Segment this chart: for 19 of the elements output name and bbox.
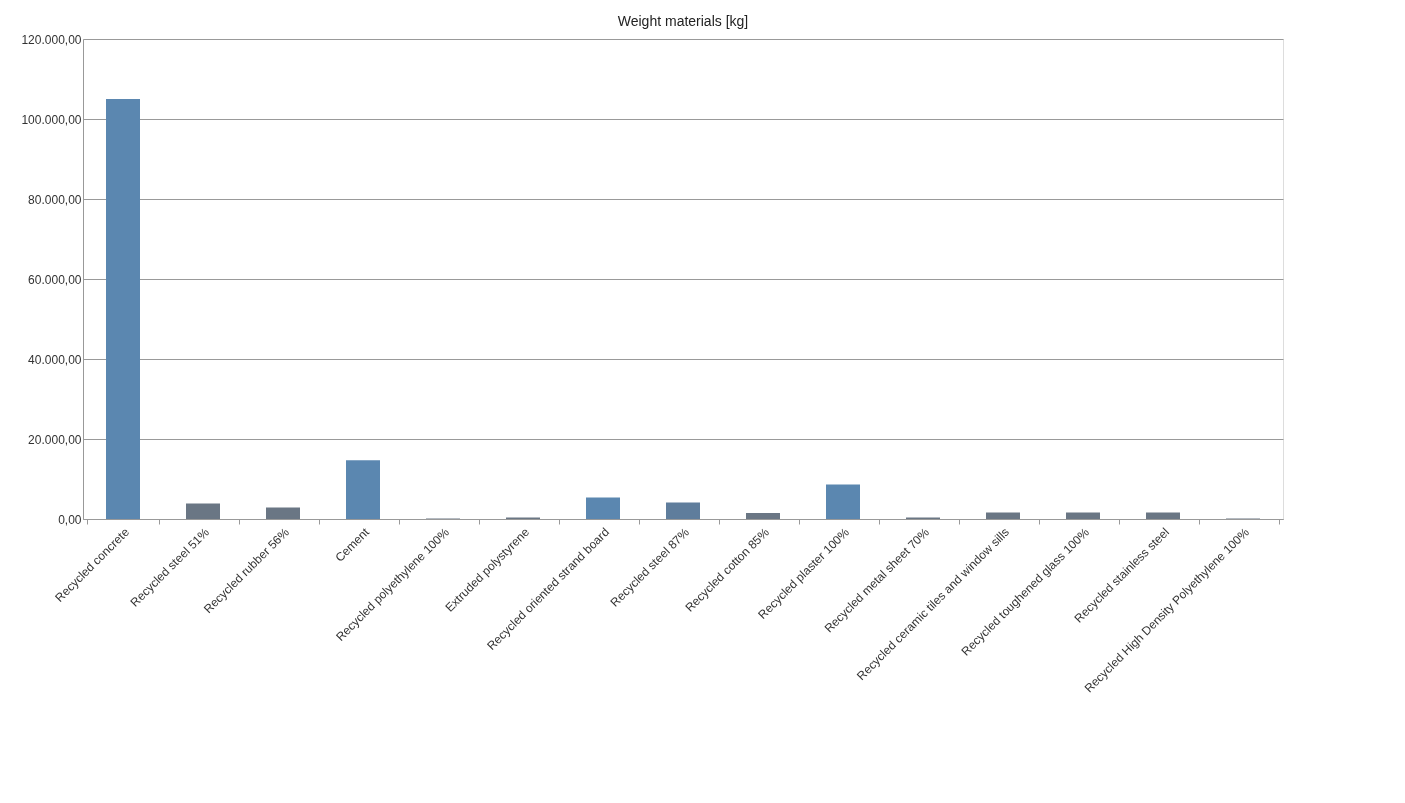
y-tick-label: 100.000,00: [21, 112, 82, 127]
bar: [346, 460, 380, 519]
bar: [986, 512, 1020, 519]
y-tick-label: 120.000,00: [21, 32, 82, 47]
y-tick-label: 0,00: [58, 512, 82, 527]
y-tick-label: 40.000,00: [28, 352, 82, 367]
y-tick-label: 20.000,00: [28, 432, 82, 447]
bar: [666, 502, 700, 519]
y-tick-label: 80.000,00: [28, 192, 82, 207]
bar: [266, 507, 300, 519]
bar: [1066, 512, 1100, 519]
bar: [186, 503, 220, 519]
bar: [746, 513, 780, 519]
bar: [106, 99, 140, 519]
bar: [586, 497, 620, 519]
chart-title: Weight materials [kg]: [617, 13, 749, 29]
bar: [1146, 512, 1180, 519]
y-tick-label: 60.000,00: [28, 272, 82, 287]
bar: [826, 484, 860, 519]
